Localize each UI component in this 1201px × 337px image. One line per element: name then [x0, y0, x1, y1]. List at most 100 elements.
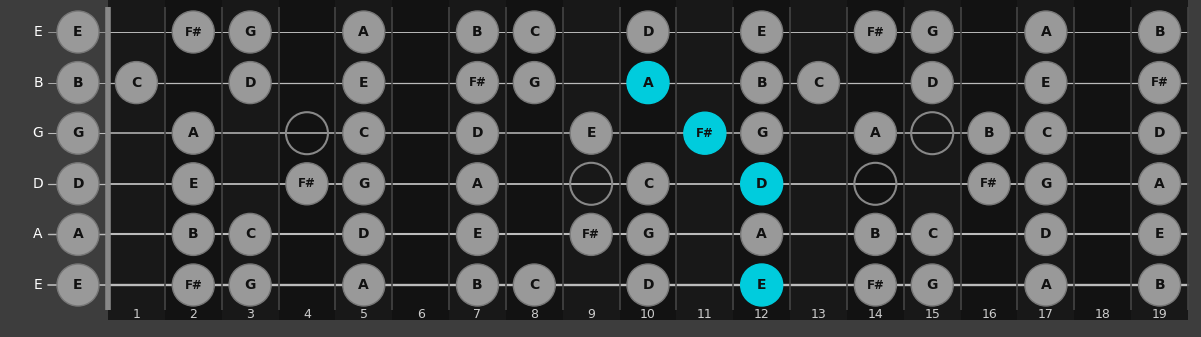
Circle shape — [1139, 163, 1181, 205]
Circle shape — [56, 213, 98, 255]
Text: D: D — [643, 278, 653, 292]
Text: E: E — [73, 278, 83, 292]
Circle shape — [1139, 112, 1181, 154]
Text: F#: F# — [695, 127, 713, 140]
Circle shape — [172, 11, 214, 53]
Text: E: E — [73, 25, 83, 39]
Text: 11: 11 — [697, 308, 712, 321]
Bar — [1131, 0, 1188, 320]
Text: 12: 12 — [754, 308, 770, 321]
Circle shape — [741, 62, 783, 103]
Text: A: A — [187, 126, 198, 140]
Text: E: E — [1155, 227, 1164, 241]
Circle shape — [854, 11, 896, 53]
Text: G: G — [926, 278, 938, 292]
Circle shape — [56, 112, 98, 154]
Text: 7: 7 — [473, 308, 482, 321]
Text: F#: F# — [980, 177, 998, 190]
Bar — [449, 0, 506, 320]
Circle shape — [1024, 264, 1066, 306]
Text: F#: F# — [185, 278, 202, 292]
Text: G: G — [643, 227, 653, 241]
Text: C: C — [927, 227, 937, 241]
Text: B: B — [870, 227, 880, 241]
Circle shape — [1139, 62, 1181, 103]
Text: G: G — [528, 75, 540, 90]
Circle shape — [513, 264, 555, 306]
Circle shape — [56, 163, 98, 205]
Circle shape — [627, 213, 669, 255]
Text: E: E — [1041, 75, 1051, 90]
Text: C: C — [359, 126, 369, 140]
Circle shape — [56, 62, 98, 103]
Circle shape — [912, 213, 954, 255]
Bar — [1017, 0, 1075, 320]
Text: B: B — [472, 25, 483, 39]
Bar — [620, 0, 676, 320]
Circle shape — [912, 11, 954, 53]
Text: E: E — [473, 227, 483, 241]
Text: D: D — [72, 177, 84, 191]
Text: G: G — [245, 25, 256, 39]
Circle shape — [741, 264, 783, 306]
Text: G: G — [926, 25, 938, 39]
Text: D: D — [643, 25, 653, 39]
Text: 17: 17 — [1038, 308, 1053, 321]
Circle shape — [912, 264, 954, 306]
Bar — [734, 0, 790, 320]
Text: E: E — [189, 177, 198, 191]
Circle shape — [968, 112, 1010, 154]
Circle shape — [342, 213, 384, 255]
Text: G: G — [32, 126, 43, 140]
Text: G: G — [245, 278, 256, 292]
Circle shape — [229, 62, 271, 103]
Text: B: B — [187, 227, 198, 241]
Circle shape — [797, 62, 839, 103]
Bar — [790, 0, 847, 320]
Text: D: D — [755, 177, 767, 191]
Circle shape — [56, 11, 98, 53]
Bar — [165, 0, 222, 320]
Text: A: A — [358, 278, 369, 292]
Text: 14: 14 — [867, 308, 883, 321]
Text: 6: 6 — [417, 308, 425, 321]
Text: E: E — [34, 25, 42, 39]
Text: D: D — [244, 75, 256, 90]
Text: G: G — [755, 126, 767, 140]
Circle shape — [1024, 62, 1066, 103]
Circle shape — [342, 62, 384, 103]
Text: B: B — [472, 278, 483, 292]
Text: B: B — [984, 126, 994, 140]
Circle shape — [286, 163, 328, 205]
Text: E: E — [34, 278, 42, 292]
Circle shape — [1139, 11, 1181, 53]
Text: C: C — [530, 278, 539, 292]
Bar — [108, 0, 1188, 320]
Circle shape — [1024, 11, 1066, 53]
Bar — [1075, 0, 1131, 320]
Text: F#: F# — [185, 26, 202, 38]
Text: 1: 1 — [132, 308, 141, 321]
Text: 4: 4 — [303, 308, 311, 321]
Text: 9: 9 — [587, 308, 594, 321]
Text: D: D — [1040, 227, 1052, 241]
Text: C: C — [245, 227, 256, 241]
Text: 18: 18 — [1095, 308, 1111, 321]
Circle shape — [912, 62, 954, 103]
Text: E: E — [359, 75, 369, 90]
Circle shape — [115, 62, 157, 103]
Circle shape — [342, 264, 384, 306]
Text: C: C — [530, 25, 539, 39]
Text: 3: 3 — [246, 308, 255, 321]
Text: C: C — [1041, 126, 1051, 140]
Text: A: A — [1040, 25, 1051, 39]
Text: A: A — [1040, 278, 1051, 292]
Text: 15: 15 — [925, 308, 940, 321]
Circle shape — [456, 213, 498, 255]
Text: B: B — [1154, 25, 1165, 39]
Circle shape — [342, 11, 384, 53]
Bar — [847, 0, 904, 320]
Text: B: B — [73, 75, 83, 90]
Circle shape — [513, 62, 555, 103]
Circle shape — [968, 163, 1010, 205]
